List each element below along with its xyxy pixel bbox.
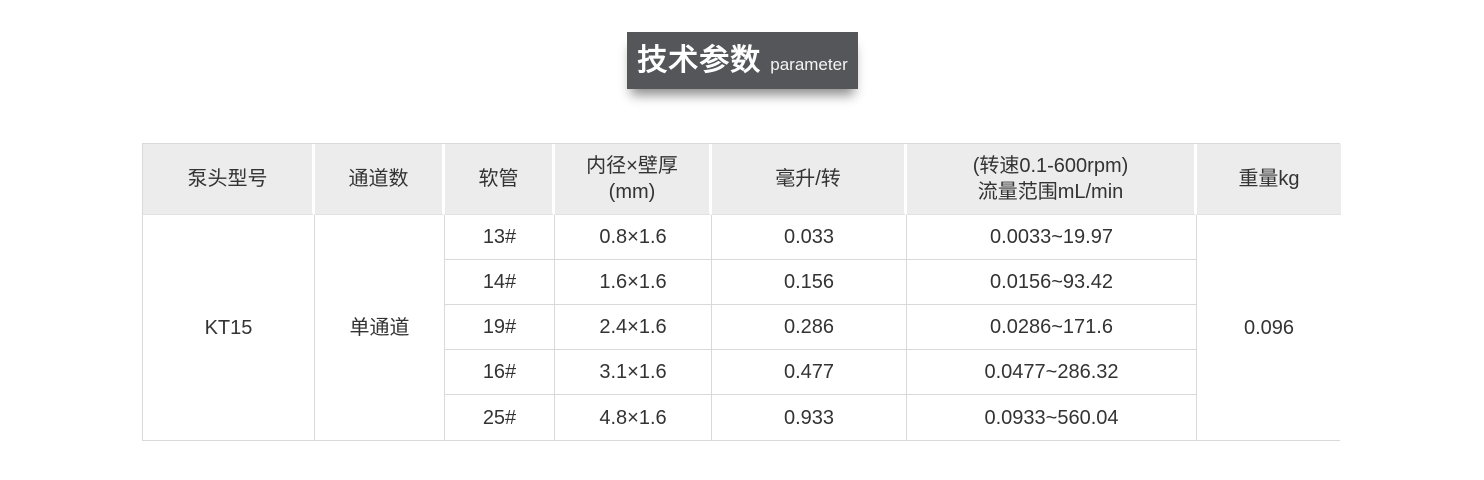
header-id-wall: 内径×壁厚 (mm) [555, 144, 712, 215]
header-pump-model: 泵头型号 [143, 144, 315, 215]
cell-ml-per-rev: 0.033 [712, 215, 907, 260]
cell-hose: 13# [445, 215, 555, 260]
cell-ml-per-rev: 0.286 [712, 305, 907, 350]
header-channels: 通道数 [315, 144, 445, 215]
header-row: 泵头型号 通道数 软管 内径×壁厚 (mm) 毫升/转 (转速0.1-600rp… [143, 144, 1341, 215]
section-title: 技术参数 [637, 44, 762, 77]
cell-id-wall: 0.8×1.6 [555, 215, 712, 260]
table-header: 泵头型号 通道数 软管 内径×壁厚 (mm) 毫升/转 (转速0.1-600rp… [143, 144, 1341, 215]
cell-flow-range: 0.0033~19.97 [907, 215, 1197, 260]
table-row: KT15 单通道 13# 0.8×1.6 0.033 0.0033~19.97 … [143, 215, 1341, 440]
header-ml-per-rev: 毫升/转 [712, 144, 907, 215]
cell-flow-range: 0.0286~171.6 [907, 305, 1197, 350]
table-body: KT15 单通道 13# 0.8×1.6 0.033 0.0033~19.97 … [143, 215, 1341, 440]
parameters-table-container: 泵头型号 通道数 软管 内径×壁厚 (mm) 毫升/转 (转速0.1-600rp… [142, 143, 1341, 441]
cell-id-wall: 2.4×1.6 [555, 305, 712, 350]
section-title-badge: 技术参数 parameter [627, 32, 858, 89]
table-row: 25# 4.8×1.6 0.933 0.0933~560.04 [143, 395, 1341, 440]
cell-weight: 0.096 [1197, 215, 1341, 440]
cell-ml-per-rev: 0.477 [712, 350, 907, 395]
header-flow-range: (转速0.1-600rpm) 流量范围mL/min [907, 144, 1197, 215]
header-weight: 重量kg [1197, 144, 1341, 215]
cell-hose: 19# [445, 305, 555, 350]
cell-flow-range: 0.0156~93.42 [907, 260, 1197, 305]
table-row: 19# 2.4×1.6 0.286 0.0286~171.6 [143, 305, 1341, 350]
cell-hose: 14# [445, 260, 555, 305]
cell-flow-range: 0.0933~560.04 [907, 395, 1197, 440]
section-subtitle: parameter [770, 55, 848, 74]
cell-flow-range: 0.0477~286.32 [907, 350, 1197, 395]
cell-id-wall: 1.6×1.6 [555, 260, 712, 305]
cell-id-wall: 4.8×1.6 [555, 395, 712, 440]
parameters-table: 泵头型号 通道数 软管 内径×壁厚 (mm) 毫升/转 (转速0.1-600rp… [143, 144, 1341, 440]
cell-hose: 25# [445, 395, 555, 440]
header-hose: 软管 [445, 144, 555, 215]
table-row: 14# 1.6×1.6 0.156 0.0156~93.42 [143, 260, 1341, 305]
cell-channels: 单通道 [315, 215, 445, 440]
cell-id-wall: 3.1×1.6 [555, 350, 712, 395]
cell-pump-model: KT15 [143, 215, 315, 440]
cell-ml-per-rev: 0.933 [712, 395, 907, 440]
table-row: 16# 3.1×1.6 0.477 0.0477~286.32 [143, 350, 1341, 395]
cell-hose: 16# [445, 350, 555, 395]
cell-ml-per-rev: 0.156 [712, 260, 907, 305]
